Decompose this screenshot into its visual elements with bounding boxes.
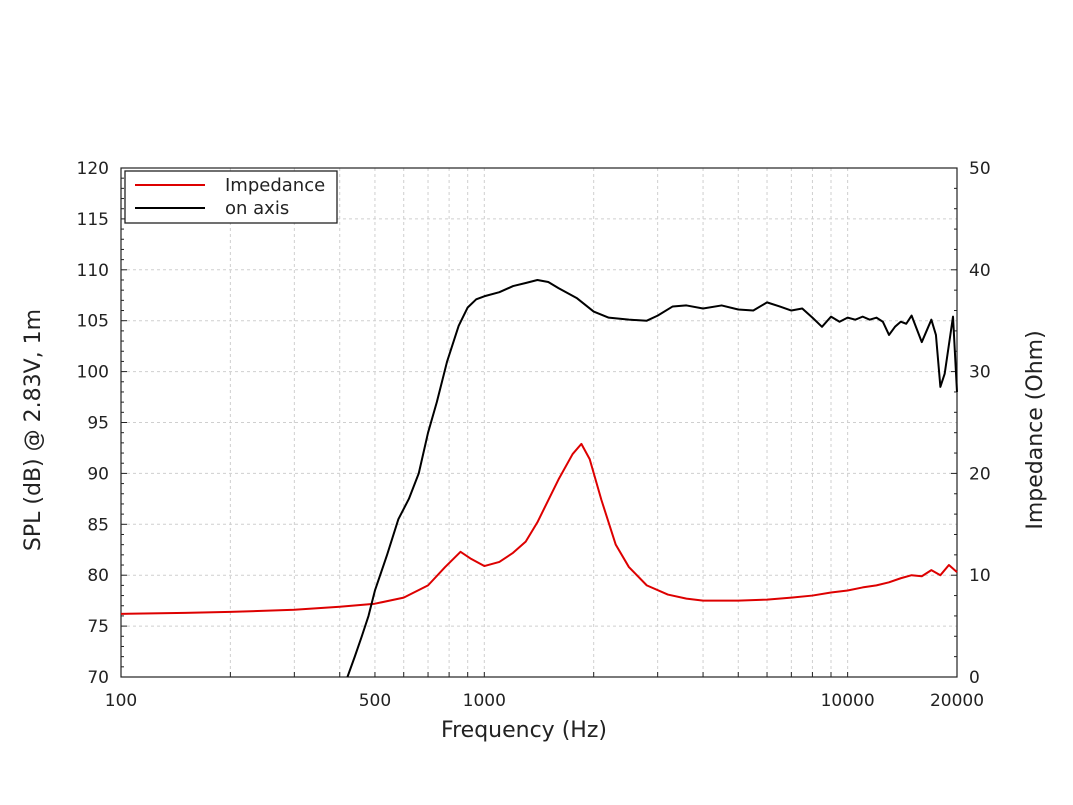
y-axis-title-left: SPL (dB) @ 2.83V, 1m: [21, 309, 46, 551]
x-axis-title: Frequency (Hz): [441, 718, 607, 743]
tick-labels: 70 75 80 85 90 95 100 105 110 115 120 0 10 20 30 40 50 10…: [77, 159, 991, 711]
x-tick-label: 1000: [463, 691, 506, 711]
y-left-tick-label: 95: [87, 414, 109, 434]
y-right-tick-label: 40: [969, 261, 991, 281]
x-tick-label: 100: [105, 691, 137, 711]
legend: Impedance on axis: [124, 170, 338, 224]
y-axis-title-right: Impedance (Ohm): [1023, 330, 1048, 529]
y-right-tick-label: 50: [969, 159, 991, 179]
legend-box: [124, 170, 338, 224]
x-tick-label: 10000: [821, 691, 875, 711]
y-right-tick-label: 20: [969, 464, 991, 484]
y-left-tick-label: 70: [87, 668, 109, 688]
y-left-tick-label: 105: [77, 312, 109, 332]
series-layer: [120, 278, 958, 678]
x-tick-label: 20000: [930, 691, 984, 711]
tick-marks: [121, 167, 957, 678]
series-line-on-axis: [346, 278, 958, 678]
y-right-tick-label: 30: [969, 363, 991, 383]
y-right-tick-label: 0: [969, 668, 980, 688]
legend-label-on-axis: on axis: [225, 198, 289, 219]
y-left-tick-label: 90: [87, 464, 109, 484]
y-right-tick-label: 10: [969, 566, 991, 586]
series-line-impedance: [120, 442, 958, 615]
y-left-tick-label: 80: [87, 566, 109, 586]
x-tick-label: 500: [359, 691, 391, 711]
y-left-tick-label: 115: [77, 210, 109, 230]
y-left-tick-label: 75: [87, 617, 109, 637]
y-left-tick-label: 100: [77, 363, 109, 383]
legend-label-impedance: Impedance: [225, 175, 325, 196]
y-left-tick-label: 85: [87, 515, 109, 535]
y-left-tick-label: 120: [77, 159, 109, 179]
grid-lines: [121, 168, 957, 677]
y-left-tick-label: 110: [77, 261, 109, 281]
